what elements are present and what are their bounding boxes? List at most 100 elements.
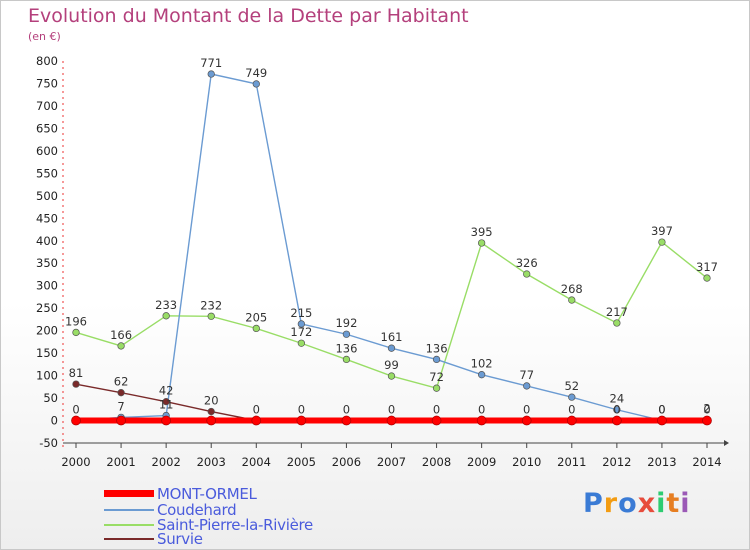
data-point [207,70,215,78]
data-point [657,415,667,426]
data-point [476,415,487,426]
data-label: 62 [114,375,129,389]
data-label: 397 [651,224,673,238]
data-point [702,415,712,426]
x-axis-arrow [724,440,729,446]
data-point [523,270,531,278]
data-label: 99 [384,358,399,372]
legend-swatch [104,490,154,497]
data-label: 0 [433,403,440,417]
data-label: 0 [253,403,260,417]
data-label: 0 [298,403,305,417]
data-point [72,380,80,388]
data-point [206,415,217,426]
y-tick-label: 650 [36,121,58,135]
logo-letter: x [637,488,657,519]
data-point [72,328,80,337]
legend-label: Coudehard [157,500,237,519]
data-point [341,415,352,426]
data-label: 317 [696,260,718,274]
data-point [162,312,170,320]
data-label: 0 [568,403,575,417]
data-point [566,415,577,426]
data-point [477,371,486,379]
y-tick-label: 200 [36,324,58,338]
y-tick-label: 250 [36,301,58,315]
data-label: 102 [471,357,493,371]
y-tick-label: 400 [36,234,58,248]
x-tick-label: 2001 [106,455,135,469]
data-label: 42 [159,384,174,398]
data-label: 0 [703,403,710,417]
data-point [296,415,307,426]
y-tick-label: 100 [36,369,58,383]
logo-letter: r [603,488,619,519]
data-label: 2 [703,402,710,416]
y-tick-label: 500 [36,189,58,203]
x-tick-label: 2004 [242,455,271,469]
data-label: 0 [523,403,530,417]
legend-label: Saint-Pierre-la-Rivière [157,515,313,534]
data-label: 20 [204,394,219,408]
x-tick-label: 2003 [197,455,226,469]
data-label: 7 [117,399,124,413]
x-tick-label: 2011 [557,455,586,469]
data-label: 52 [564,379,579,393]
legend-label: MONT-ORMEL [157,484,257,503]
data-label: 81 [69,366,84,380]
data-point [431,415,442,426]
y-tick-label: 300 [36,279,58,293]
data-label: 217 [606,305,628,319]
data-label: 166 [110,328,132,342]
legend-item-mont-ormel: MONT-ORMEL [104,484,257,503]
x-tick-label: 2013 [647,455,676,469]
legend-swatch [104,537,154,540]
data-point [523,382,531,390]
data-point [613,319,621,327]
data-label: 395 [471,225,493,239]
data-label: 72 [429,370,444,384]
data-point [251,415,262,426]
y-tick-label: 50 [43,391,58,405]
logo-letter: i [680,488,691,519]
data-label: 136 [426,341,448,355]
logo-letter: P [583,488,604,519]
data-point [342,330,351,338]
y-tick-label: 750 [36,76,58,90]
y-tick-label: 600 [36,144,58,158]
data-point [342,355,351,364]
y-tick-label: 150 [36,346,58,360]
data-label: 24 [610,392,625,406]
x-tick-label: 2008 [422,455,451,469]
x-tick-label: 2000 [61,455,90,469]
logo-letter: o [618,488,638,519]
data-label: 205 [245,310,267,324]
data-label: 192 [335,316,357,330]
data-point [117,389,125,397]
y-tick-label: 700 [36,99,58,113]
legend-item-saint-pierre-la-riviere: Saint-Pierre-la-Rivière [104,515,313,534]
x-tick-label: 2010 [512,455,541,469]
data-label: 196 [65,314,87,328]
data-point [162,398,170,406]
data-point [568,393,576,401]
data-point [207,407,215,416]
data-point [521,415,532,426]
data-point [387,344,396,352]
data-label: 749 [245,66,267,80]
data-label: 0 [658,403,665,417]
data-point [161,415,171,426]
data-point [613,406,621,414]
data-point [207,312,215,320]
data-label: 11 [159,398,174,412]
logo-letter: i [656,488,667,519]
legend-swatch [104,508,154,511]
x-tick-label: 2005 [287,455,316,469]
data-point [387,372,396,380]
data-label: 161 [381,330,403,344]
x-tick-label: 2006 [332,455,361,469]
data-label: 326 [516,256,538,270]
x-tick-label: 2002 [152,455,181,469]
data-label: 136 [335,341,357,355]
